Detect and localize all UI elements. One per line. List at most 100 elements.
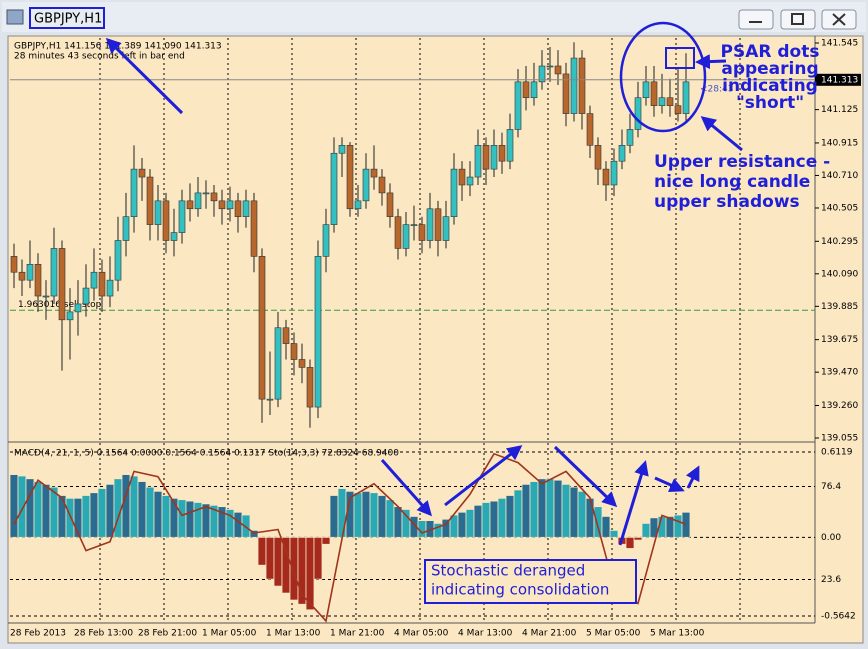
macd-bar (9, 474, 19, 538)
macd-bar (97, 488, 107, 538)
macd-bar (177, 499, 187, 538)
candle-body (522, 81, 530, 99)
macd-bar (457, 511, 467, 538)
candle-body (426, 208, 434, 241)
x-tick-label: 4 Mar 21:00 (522, 629, 577, 639)
macd-bar (153, 490, 163, 538)
candle-body (242, 200, 250, 218)
macd-bar (329, 495, 339, 538)
candle-body (234, 200, 242, 218)
x-tick-label: 4 Mar 13:00 (458, 629, 513, 639)
current-price-label: 141.313 (821, 75, 858, 85)
candle-body (58, 248, 66, 321)
candle-body (410, 224, 418, 226)
macd-bar (401, 509, 411, 538)
macd-bar (473, 504, 483, 538)
indicator-header: MACD(4, 21, 1, 5) 0.1564 0.0000 0.1564 0… (14, 449, 399, 459)
macd-bar (633, 536, 643, 541)
annotation-shapes (105, 21, 743, 546)
candle-body (514, 81, 522, 130)
candle-body (658, 97, 666, 106)
note-box (424, 559, 637, 604)
candle-body (130, 168, 138, 218)
macd-bar (17, 475, 27, 538)
macd-bar (377, 495, 387, 538)
chart-area (7, 35, 864, 644)
macd-bar (601, 516, 611, 538)
macd-bar (521, 483, 531, 538)
macd-bar (497, 497, 507, 538)
candle-body (450, 168, 458, 218)
candle-body (26, 263, 34, 281)
candle-body (418, 224, 426, 241)
macd-tick-label: 0.6119 (821, 448, 853, 458)
x-tick-label: 5 Mar 05:00 (586, 629, 641, 639)
x-tick-label: 5 Mar 13:00 (650, 629, 705, 639)
macd-bar (249, 529, 259, 538)
macd-bar (369, 492, 379, 538)
countdown: <28:43 (700, 84, 733, 94)
candle-body (586, 113, 594, 146)
candle-body (482, 145, 490, 170)
resistance-note: nice long candle (654, 172, 810, 192)
candle-body (498, 145, 506, 162)
macd-tick-label: -0.5642 (821, 612, 856, 622)
candle-body (290, 343, 298, 360)
macd-bar (273, 536, 283, 587)
title-bar (2, 2, 866, 32)
macd-bar (145, 486, 155, 538)
candle-body (530, 81, 538, 99)
stoch-tick-label: 76.4 (821, 482, 841, 492)
y-tick-label: 141.545 (821, 39, 858, 49)
stochastic-note: Stochastic deranged (431, 562, 585, 580)
candle-body (458, 168, 466, 186)
candle-body (210, 192, 218, 202)
macd-bar (25, 478, 35, 538)
window-buttons[interactable] (738, 9, 857, 30)
macd-bar (481, 502, 491, 538)
macd-bar (585, 497, 595, 538)
candle-body (114, 240, 122, 281)
candle-body (90, 271, 98, 289)
candle-body (386, 192, 394, 218)
candle-body (330, 152, 338, 225)
macd-bar (625, 536, 635, 549)
x-tick-label: 1 Mar 21:00 (330, 629, 385, 639)
y-tick-label: 140.505 (821, 203, 858, 213)
macd-bar (553, 479, 563, 538)
macd-bar (561, 483, 571, 538)
macd-bar (321, 536, 331, 545)
macd-bar (137, 481, 147, 538)
macd-bar (577, 490, 587, 538)
y-tick-label: 139.675 (821, 335, 858, 345)
candle-body (562, 73, 570, 114)
resistance-note: Upper resistance - (654, 152, 830, 172)
macd-bar (265, 536, 275, 580)
candle-body (274, 327, 282, 400)
x-tick-label: 4 Mar 05:00 (394, 629, 449, 639)
candle-body (634, 97, 642, 130)
macd-bar (609, 529, 619, 538)
bar-timer: 28 minutes 43 seconds left in bar end (14, 52, 185, 62)
candle-body (442, 216, 450, 241)
macd-bar (393, 506, 403, 538)
candle-body (602, 168, 610, 186)
maximize-button[interactable] (780, 9, 816, 30)
candle-body (82, 287, 90, 305)
resistance-note: upper shadows (654, 192, 800, 212)
x-tick-label: 1 Mar 13:00 (266, 629, 321, 639)
minimize-button[interactable] (738, 9, 774, 30)
candle-body (42, 295, 50, 298)
candle-body (666, 97, 674, 106)
candle-body (10, 256, 18, 273)
macd-bar (57, 495, 67, 538)
macd-bar (305, 536, 315, 611)
candle-body (618, 145, 626, 162)
macd-bar (81, 495, 91, 538)
x-tick-label: 28 Feb 21:00 (138, 629, 197, 639)
y-tick-label: 140.915 (821, 138, 858, 148)
candle-body (74, 303, 82, 313)
macd-bar (337, 488, 347, 538)
macd-bar (185, 500, 195, 538)
macd-bar (233, 511, 243, 538)
